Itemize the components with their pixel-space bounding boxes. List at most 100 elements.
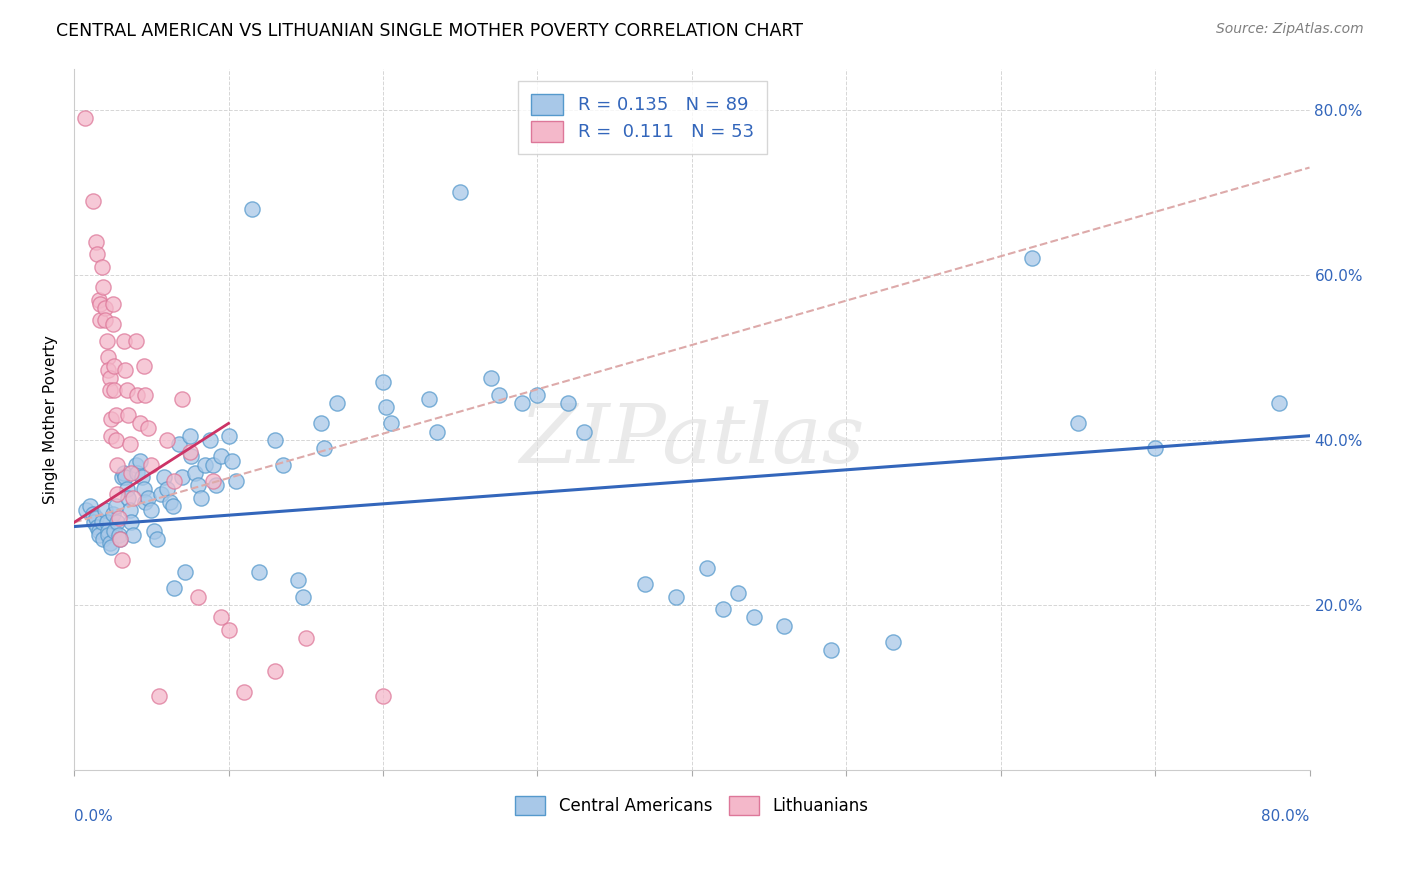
Point — [100, 540, 122, 554]
Point — [198, 433, 221, 447]
Point — [418, 392, 440, 406]
Point — [163, 474, 186, 488]
Point — [98, 536, 121, 550]
Point — [98, 384, 121, 398]
Point — [86, 519, 108, 533]
Point — [129, 453, 152, 467]
Point — [125, 334, 148, 348]
Point — [117, 408, 139, 422]
Point — [167, 437, 190, 451]
Point — [202, 458, 225, 472]
Point — [118, 437, 141, 451]
Point — [134, 495, 156, 509]
Point — [94, 313, 117, 327]
Point — [727, 585, 749, 599]
Point — [83, 516, 105, 530]
Point — [132, 483, 155, 497]
Point — [103, 524, 125, 538]
Text: 0.0%: 0.0% — [75, 808, 112, 823]
Point — [159, 495, 181, 509]
Point — [97, 524, 120, 538]
Point — [156, 433, 179, 447]
Point — [112, 334, 135, 348]
Point — [134, 387, 156, 401]
Text: CENTRAL AMERICAN VS LITHUANIAN SINGLE MOTHER POVERTY CORRELATION CHART: CENTRAL AMERICAN VS LITHUANIAN SINGLE MO… — [56, 22, 803, 40]
Point — [143, 524, 166, 538]
Point — [105, 486, 128, 500]
Point — [820, 643, 842, 657]
Point — [125, 458, 148, 472]
Point — [100, 412, 122, 426]
Legend: Central Americans, Lithuanians: Central Americans, Lithuanians — [505, 786, 879, 825]
Point — [202, 474, 225, 488]
Point — [104, 408, 127, 422]
Point — [75, 503, 97, 517]
Point — [108, 511, 131, 525]
Point — [510, 396, 533, 410]
Point — [152, 470, 174, 484]
Point — [1067, 417, 1090, 431]
Point — [247, 565, 270, 579]
Point — [121, 528, 143, 542]
Point — [111, 470, 134, 484]
Point — [104, 433, 127, 447]
Point — [665, 590, 688, 604]
Point — [97, 363, 120, 377]
Point — [110, 532, 132, 546]
Point — [221, 453, 243, 467]
Point — [110, 532, 132, 546]
Point — [742, 610, 765, 624]
Point — [194, 458, 217, 472]
Point — [94, 301, 117, 315]
Point — [380, 417, 402, 431]
Point — [104, 499, 127, 513]
Point — [111, 552, 134, 566]
Point — [325, 396, 347, 410]
Point — [136, 491, 159, 505]
Point — [183, 466, 205, 480]
Point — [90, 516, 112, 530]
Point — [82, 507, 104, 521]
Point — [1267, 396, 1289, 410]
Point — [882, 635, 904, 649]
Point — [371, 375, 394, 389]
Point — [711, 602, 734, 616]
Point — [93, 280, 115, 294]
Point — [101, 318, 124, 332]
Point — [129, 417, 152, 431]
Point — [79, 499, 101, 513]
Point — [87, 293, 110, 307]
Point — [225, 474, 247, 488]
Point — [114, 470, 136, 484]
Point — [117, 491, 139, 505]
Point — [86, 247, 108, 261]
Point — [557, 396, 579, 410]
Text: ZIPatlas: ZIPatlas — [519, 401, 865, 480]
Point — [73, 111, 96, 125]
Point — [115, 483, 138, 497]
Point — [263, 433, 285, 447]
Point — [696, 561, 718, 575]
Point — [131, 470, 153, 484]
Point — [120, 516, 142, 530]
Point — [449, 186, 471, 200]
Point — [172, 392, 194, 406]
Point — [87, 524, 110, 538]
Point — [90, 260, 112, 274]
Point — [114, 363, 136, 377]
Point — [103, 359, 125, 373]
Point — [1021, 252, 1043, 266]
Point — [120, 466, 142, 480]
Text: Source: ZipAtlas.com: Source: ZipAtlas.com — [1216, 22, 1364, 37]
Point — [180, 450, 202, 464]
Point — [94, 503, 117, 517]
Point — [82, 194, 104, 208]
Point — [634, 577, 657, 591]
Point — [112, 466, 135, 480]
Point — [89, 313, 111, 327]
Point — [87, 528, 110, 542]
Point — [287, 573, 309, 587]
Point — [526, 387, 548, 401]
Point — [148, 689, 170, 703]
Point — [371, 689, 394, 703]
